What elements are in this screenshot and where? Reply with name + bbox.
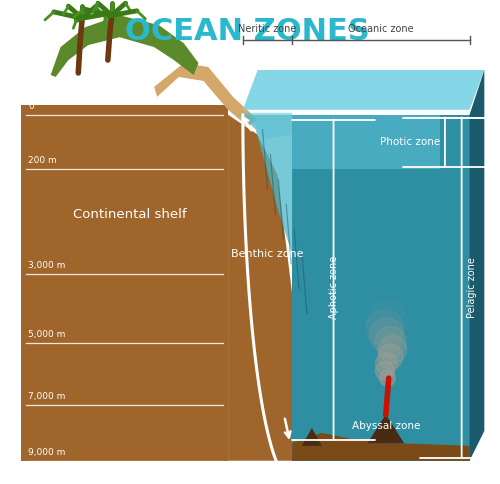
- Text: 7,000 m: 7,000 m: [28, 392, 66, 401]
- Circle shape: [378, 335, 406, 363]
- Circle shape: [376, 362, 394, 380]
- Polygon shape: [292, 115, 470, 461]
- Polygon shape: [243, 70, 484, 110]
- Text: Pelagic zone: Pelagic zone: [466, 257, 476, 318]
- Polygon shape: [228, 115, 292, 461]
- Polygon shape: [21, 105, 228, 461]
- Text: OCEAN ZONES: OCEAN ZONES: [126, 17, 370, 46]
- Text: Benthic zone: Benthic zone: [231, 249, 304, 259]
- Text: Photic zone: Photic zone: [380, 137, 440, 147]
- Polygon shape: [154, 63, 258, 127]
- Text: 200 m: 200 m: [28, 156, 56, 166]
- Text: 0: 0: [28, 102, 34, 111]
- Circle shape: [378, 344, 403, 369]
- Text: Aphotic zone: Aphotic zone: [328, 256, 338, 319]
- Text: 9,000 m: 9,000 m: [28, 448, 66, 457]
- Text: Continental shelf: Continental shelf: [72, 208, 186, 221]
- Circle shape: [376, 353, 398, 375]
- Polygon shape: [50, 15, 199, 77]
- Circle shape: [370, 318, 404, 352]
- Polygon shape: [302, 428, 322, 446]
- Polygon shape: [470, 70, 484, 461]
- Polygon shape: [292, 433, 470, 461]
- Text: 3,000 m: 3,000 m: [28, 261, 66, 270]
- Text: 5,000 m: 5,000 m: [28, 331, 66, 339]
- Circle shape: [375, 327, 406, 358]
- Polygon shape: [243, 113, 292, 139]
- Polygon shape: [368, 415, 404, 443]
- Text: Neritic zone: Neritic zone: [238, 24, 296, 34]
- Text: Abyssal zone: Abyssal zone: [352, 421, 420, 431]
- Circle shape: [366, 309, 404, 347]
- Polygon shape: [238, 115, 292, 254]
- Text: Oceanic zone: Oceanic zone: [348, 24, 414, 34]
- Circle shape: [380, 370, 396, 386]
- Polygon shape: [292, 115, 440, 169]
